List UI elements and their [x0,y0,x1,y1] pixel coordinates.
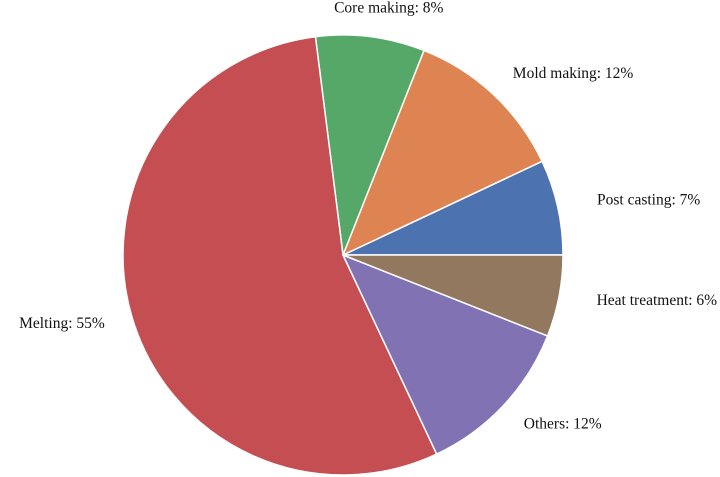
pie-slice-label: Core making: 8% [334,0,443,17]
pie-slice-label: Others: 12% [524,415,602,432]
pie-slice [314,34,425,256]
pie-slice [342,49,543,256]
pie-slice-label: Post casting: 7% [597,191,700,208]
pie-slice [122,35,438,476]
pie-slices [122,34,564,476]
pie-slice-label: Mold making: 12% [513,65,634,82]
pie-labels: Post casting: 7% Mold making: 12% Core mak… [19,0,717,432]
pie-slice [342,254,564,337]
pie-slice-label: Melting: 55% [19,315,105,332]
pie-slice-label: Heat treatment: 6% [597,292,718,309]
pie-slice [342,254,549,455]
